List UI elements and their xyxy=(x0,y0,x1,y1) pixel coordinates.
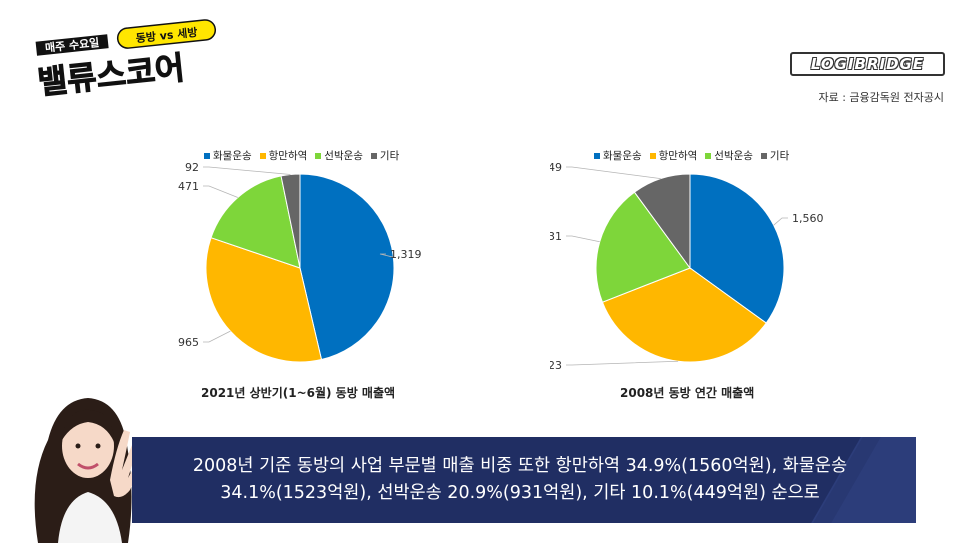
data-label-other: 92 xyxy=(185,161,199,174)
leader-line xyxy=(773,217,788,226)
leader-line xyxy=(566,166,661,180)
chart-title: 2021년 상반기(1~6월) 동방 매출액 xyxy=(201,386,396,400)
source-note: 자료 : 금융감독원 전자공시 xyxy=(818,91,944,104)
pie-svg: 1,319 965 471 92 xyxy=(178,161,422,363)
legend-swatch xyxy=(370,152,377,159)
data-label-port: 965 xyxy=(178,336,199,349)
leader-line xyxy=(203,166,291,175)
legend-item-cargo: 화물운송 xyxy=(594,148,642,163)
pie-slice-port xyxy=(601,267,767,363)
legend-label: 선박운송 xyxy=(714,150,753,162)
legend-swatch xyxy=(259,152,266,159)
legend-item-shipping: 선박운송 xyxy=(315,148,363,163)
legend-swatch xyxy=(315,152,322,159)
leader-line xyxy=(566,360,679,366)
data-label-cargo: 1,319 xyxy=(390,248,422,261)
legend-label: 화물운송 xyxy=(213,150,252,162)
legend-label: 화물운송 xyxy=(603,150,642,162)
show-logo: 매주 수요일 동방 vs 세방 밸류스코어 xyxy=(30,18,230,102)
caption-line-1: 2008년 기준 동방의 사업 부문별 매출 비중 또한 항만하역 34.9%(… xyxy=(192,456,848,476)
leader-line xyxy=(203,185,238,198)
logo-main-text: 밸류스코어 xyxy=(36,48,186,101)
legend-swatch xyxy=(705,152,712,159)
chart-legend: 화물운송 항만하역 선박운송 기타 xyxy=(204,148,399,163)
legend-item-shipping: 선박운송 xyxy=(705,148,753,163)
legend-label: 항만하역 xyxy=(268,150,308,162)
presenter-avatar xyxy=(18,360,148,543)
legend-item-other: 기타 xyxy=(370,148,400,163)
caption-text: 2008년 기준 동방의 사업 부문별 매출 비중 또한 항만하역 34.9%(… xyxy=(160,453,880,507)
caption-banner: 2008년 기준 동방의 사업 부문별 매출 비중 또한 항만하역 34.9%(… xyxy=(132,437,916,523)
legend-swatch xyxy=(594,152,600,159)
chart-legend: 화물운송 항만하역 선박운송 기타 xyxy=(594,148,789,163)
legend-swatch xyxy=(649,152,656,159)
pie-chart-2021: 화물운송 항만하역 선박운송 기타 1,319 965 471 92 2021년 상반… xyxy=(160,140,480,410)
legend-label: 항만하역 xyxy=(658,150,698,162)
pie-slice-shipping xyxy=(210,175,301,269)
legend-swatch xyxy=(760,152,767,159)
legend-label: 선박운송 xyxy=(324,150,363,162)
pie-slice-port xyxy=(205,237,323,363)
data-label-port: 1,523 xyxy=(550,359,562,372)
legend-label: 기타 xyxy=(379,150,400,162)
legend-label: 기타 xyxy=(769,150,790,162)
logo-top-text: 매주 수요일 xyxy=(44,35,100,55)
brand-logo: LOGIBRIDGE xyxy=(790,52,945,76)
data-label-cargo: 1,560 xyxy=(792,212,824,225)
leader-line xyxy=(379,253,394,258)
pie-svg: 1,560 1,523 931 449 xyxy=(550,161,824,372)
leader-line xyxy=(203,330,231,343)
legend-item-cargo: 화물운송 xyxy=(204,148,252,163)
legend-item-other: 기타 xyxy=(760,148,790,163)
logo-sub-text: 동방 vs 세방 xyxy=(135,25,198,45)
legend-item-port: 항만하역 xyxy=(649,148,698,163)
leader-line xyxy=(566,235,600,243)
data-label-shipping: 471 xyxy=(178,180,199,193)
data-label-shipping: 931 xyxy=(550,230,562,243)
data-label-other: 449 xyxy=(550,161,562,174)
pie-chart-2008: 화물운송 항만하역 선박운송 기타 1,560 1,523 931 449 2008년… xyxy=(550,140,870,410)
legend-item-port: 항만하역 xyxy=(259,148,308,163)
legend-swatch xyxy=(204,152,210,159)
chart-title: 2008년 동방 연간 매출액 xyxy=(620,386,755,400)
caption-line-2: 34.1%(1523억원), 선박운송 20.9%(931억원), 기타 10.… xyxy=(220,483,820,503)
